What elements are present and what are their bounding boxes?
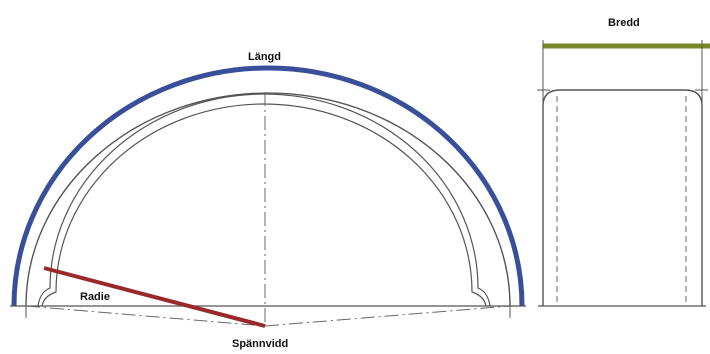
radius-line	[43, 266, 266, 328]
span-line-right	[264, 305, 511, 327]
radius-label: Radie	[80, 291, 110, 303]
arch-inner-edge-1	[37, 93, 491, 307]
width-label: Bredd	[608, 17, 640, 29]
length-label: Längd	[248, 51, 281, 63]
span-line-left	[25, 305, 266, 327]
arch-side-view: Bredd	[537, 17, 710, 307]
arch-front-view: Längd Radie Spännvidd	[10, 51, 526, 350]
length-arc	[11, 65, 525, 307]
arch-inner-edge-2	[41, 103, 487, 307]
side-profile-outline	[542, 89, 703, 306]
span-label: Spännvidd	[232, 338, 288, 350]
arch-outer-edge	[25, 92, 511, 307]
